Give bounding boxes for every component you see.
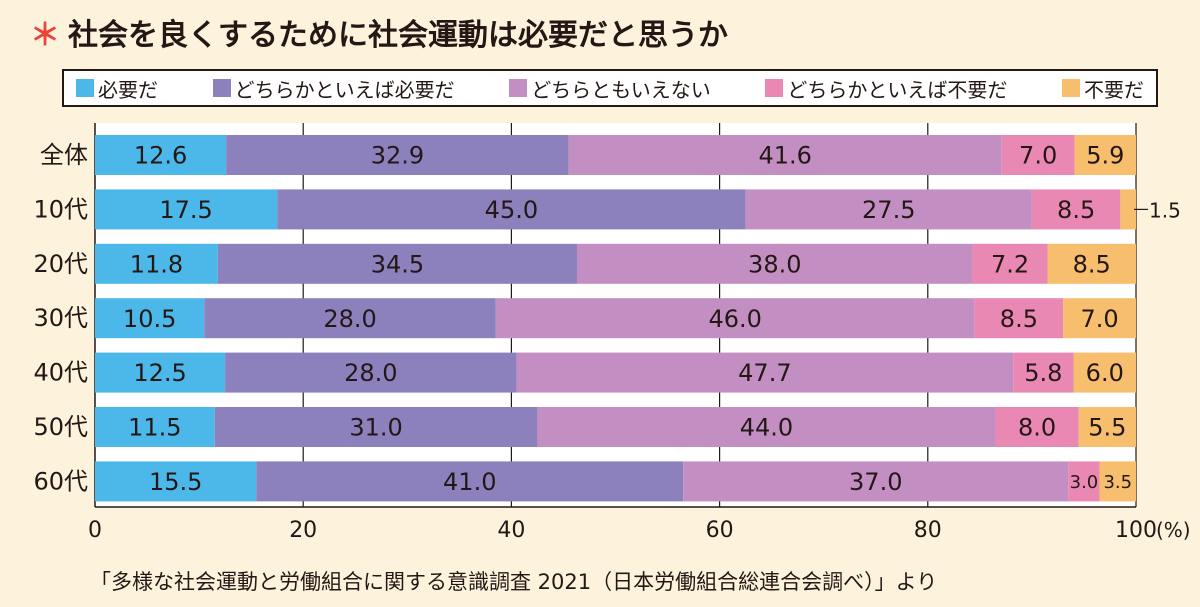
legend-item-hitsuyou: 必要だ xyxy=(76,74,158,103)
data-label: 47.7 xyxy=(738,359,791,387)
data-label: 5.5 xyxy=(1088,414,1126,442)
category-label: 60代 xyxy=(33,467,88,495)
legend-item-fuyou: 不要だ xyxy=(1062,74,1144,103)
x-tick-label: 20 xyxy=(289,518,317,543)
data-label: 38.0 xyxy=(748,250,801,278)
legend-item-dochiraka-hitsuyou: どちらかといえば必要だ xyxy=(213,74,455,103)
legend-label-dochiraka-fuyou: どちらかといえば不要だ xyxy=(787,74,1007,103)
legend: 必要だ どちらかといえば必要だ どちらともいえない どちらかといえば不要だ 不要… xyxy=(62,69,1158,107)
x-tick-label: 0 xyxy=(88,518,102,543)
legend-swatch-dochiraka-hitsuyou xyxy=(213,79,231,97)
legend-swatch-dochiraka-fuyou xyxy=(765,79,783,97)
data-label: 11.5 xyxy=(128,414,181,442)
data-label: 5.8 xyxy=(1024,359,1062,387)
bar-segment xyxy=(1120,189,1136,229)
data-label: 37.0 xyxy=(849,468,902,496)
x-tick-label: 40 xyxy=(497,518,525,543)
data-label: 8.0 xyxy=(1018,414,1056,442)
category-label: 30代 xyxy=(33,304,88,332)
x-tick-label: 60 xyxy=(706,518,734,543)
category-label: 20代 xyxy=(33,250,88,278)
data-label: 17.5 xyxy=(159,196,212,224)
data-label: 28.0 xyxy=(323,305,376,333)
data-label: 41.0 xyxy=(443,468,496,496)
stacked-bar-chart: 全体 12.6 32.9 41.6 7.0 5.9 10代 17.5 45.0 27.5 8.5 1.… xyxy=(0,115,1200,565)
x-tick-label: 80 xyxy=(914,518,942,543)
category-label: 10代 xyxy=(33,195,88,223)
data-label: 8.5 xyxy=(1000,305,1038,333)
data-label: 3.0 xyxy=(1070,472,1099,493)
chart-title: ＊社会を良くするために社会運動は必要だと思うか xyxy=(30,10,728,54)
x-tick-label: 100 xyxy=(1115,518,1157,543)
category-label: 全体 xyxy=(40,141,88,169)
legend-item-dochiraka-fuyou: どちらかといえば不要だ xyxy=(765,74,1007,103)
data-label: 45.0 xyxy=(485,196,538,224)
data-label: 15.5 xyxy=(149,468,202,496)
category-label: 40代 xyxy=(33,359,88,387)
data-label: 27.5 xyxy=(862,196,915,224)
legend-swatch-fuyou xyxy=(1062,79,1080,97)
data-label: 28.0 xyxy=(344,359,397,387)
data-label: 8.5 xyxy=(1057,196,1095,224)
data-label: 11.8 xyxy=(130,250,183,278)
data-label: 7.2 xyxy=(991,250,1029,278)
data-label: 44.0 xyxy=(740,414,793,442)
legend-label-fuyou: 不要だ xyxy=(1084,74,1144,103)
data-label: 12.6 xyxy=(134,142,187,170)
legend-swatch-hitsuyou xyxy=(76,79,94,97)
data-label: 5.9 xyxy=(1086,142,1124,170)
data-label: 46.0 xyxy=(708,305,761,333)
data-label: 1.5 xyxy=(1149,198,1181,222)
data-label: 8.5 xyxy=(1073,250,1111,278)
legend-swatch-dochiratomo xyxy=(509,79,527,97)
data-label: 3.5 xyxy=(1103,472,1132,493)
data-label: 7.0 xyxy=(1080,305,1118,333)
title-text: 社会を良くするために社会運動は必要だと思うか xyxy=(68,18,728,53)
data-label: 31.0 xyxy=(349,414,402,442)
x-axis-unit: (%) xyxy=(1156,518,1191,542)
category-label: 50代 xyxy=(33,413,88,441)
source-note: 「多様な社会運動と労働組合に関する意識調査 2021（日本労働組合総連合会調べ）… xyxy=(90,566,937,596)
data-label: 41.6 xyxy=(758,142,811,170)
data-label: 34.5 xyxy=(371,250,424,278)
data-label: 6.0 xyxy=(1086,359,1124,387)
legend-label-dochiratomo: どちらともいえない xyxy=(531,74,711,103)
title-asterisk: ＊ xyxy=(30,18,60,53)
data-label: 10.5 xyxy=(123,305,176,333)
legend-label-dochiraka-hitsuyou: どちらかといえば必要だ xyxy=(235,74,455,103)
legend-label-hitsuyou: 必要だ xyxy=(98,74,158,103)
data-label: 7.0 xyxy=(1019,142,1057,170)
legend-item-dochiratomo: どちらともいえない xyxy=(509,74,711,103)
data-label: 12.5 xyxy=(133,359,186,387)
data-label: 32.9 xyxy=(371,142,424,170)
